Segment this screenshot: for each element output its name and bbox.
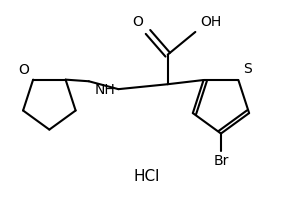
- Text: Br: Br: [213, 154, 229, 167]
- Text: OH: OH: [200, 15, 221, 29]
- Text: O: O: [18, 62, 29, 76]
- Text: O: O: [132, 15, 143, 29]
- Text: NH: NH: [95, 83, 116, 97]
- Text: S: S: [243, 62, 252, 76]
- Text: HCl: HCl: [134, 169, 160, 184]
